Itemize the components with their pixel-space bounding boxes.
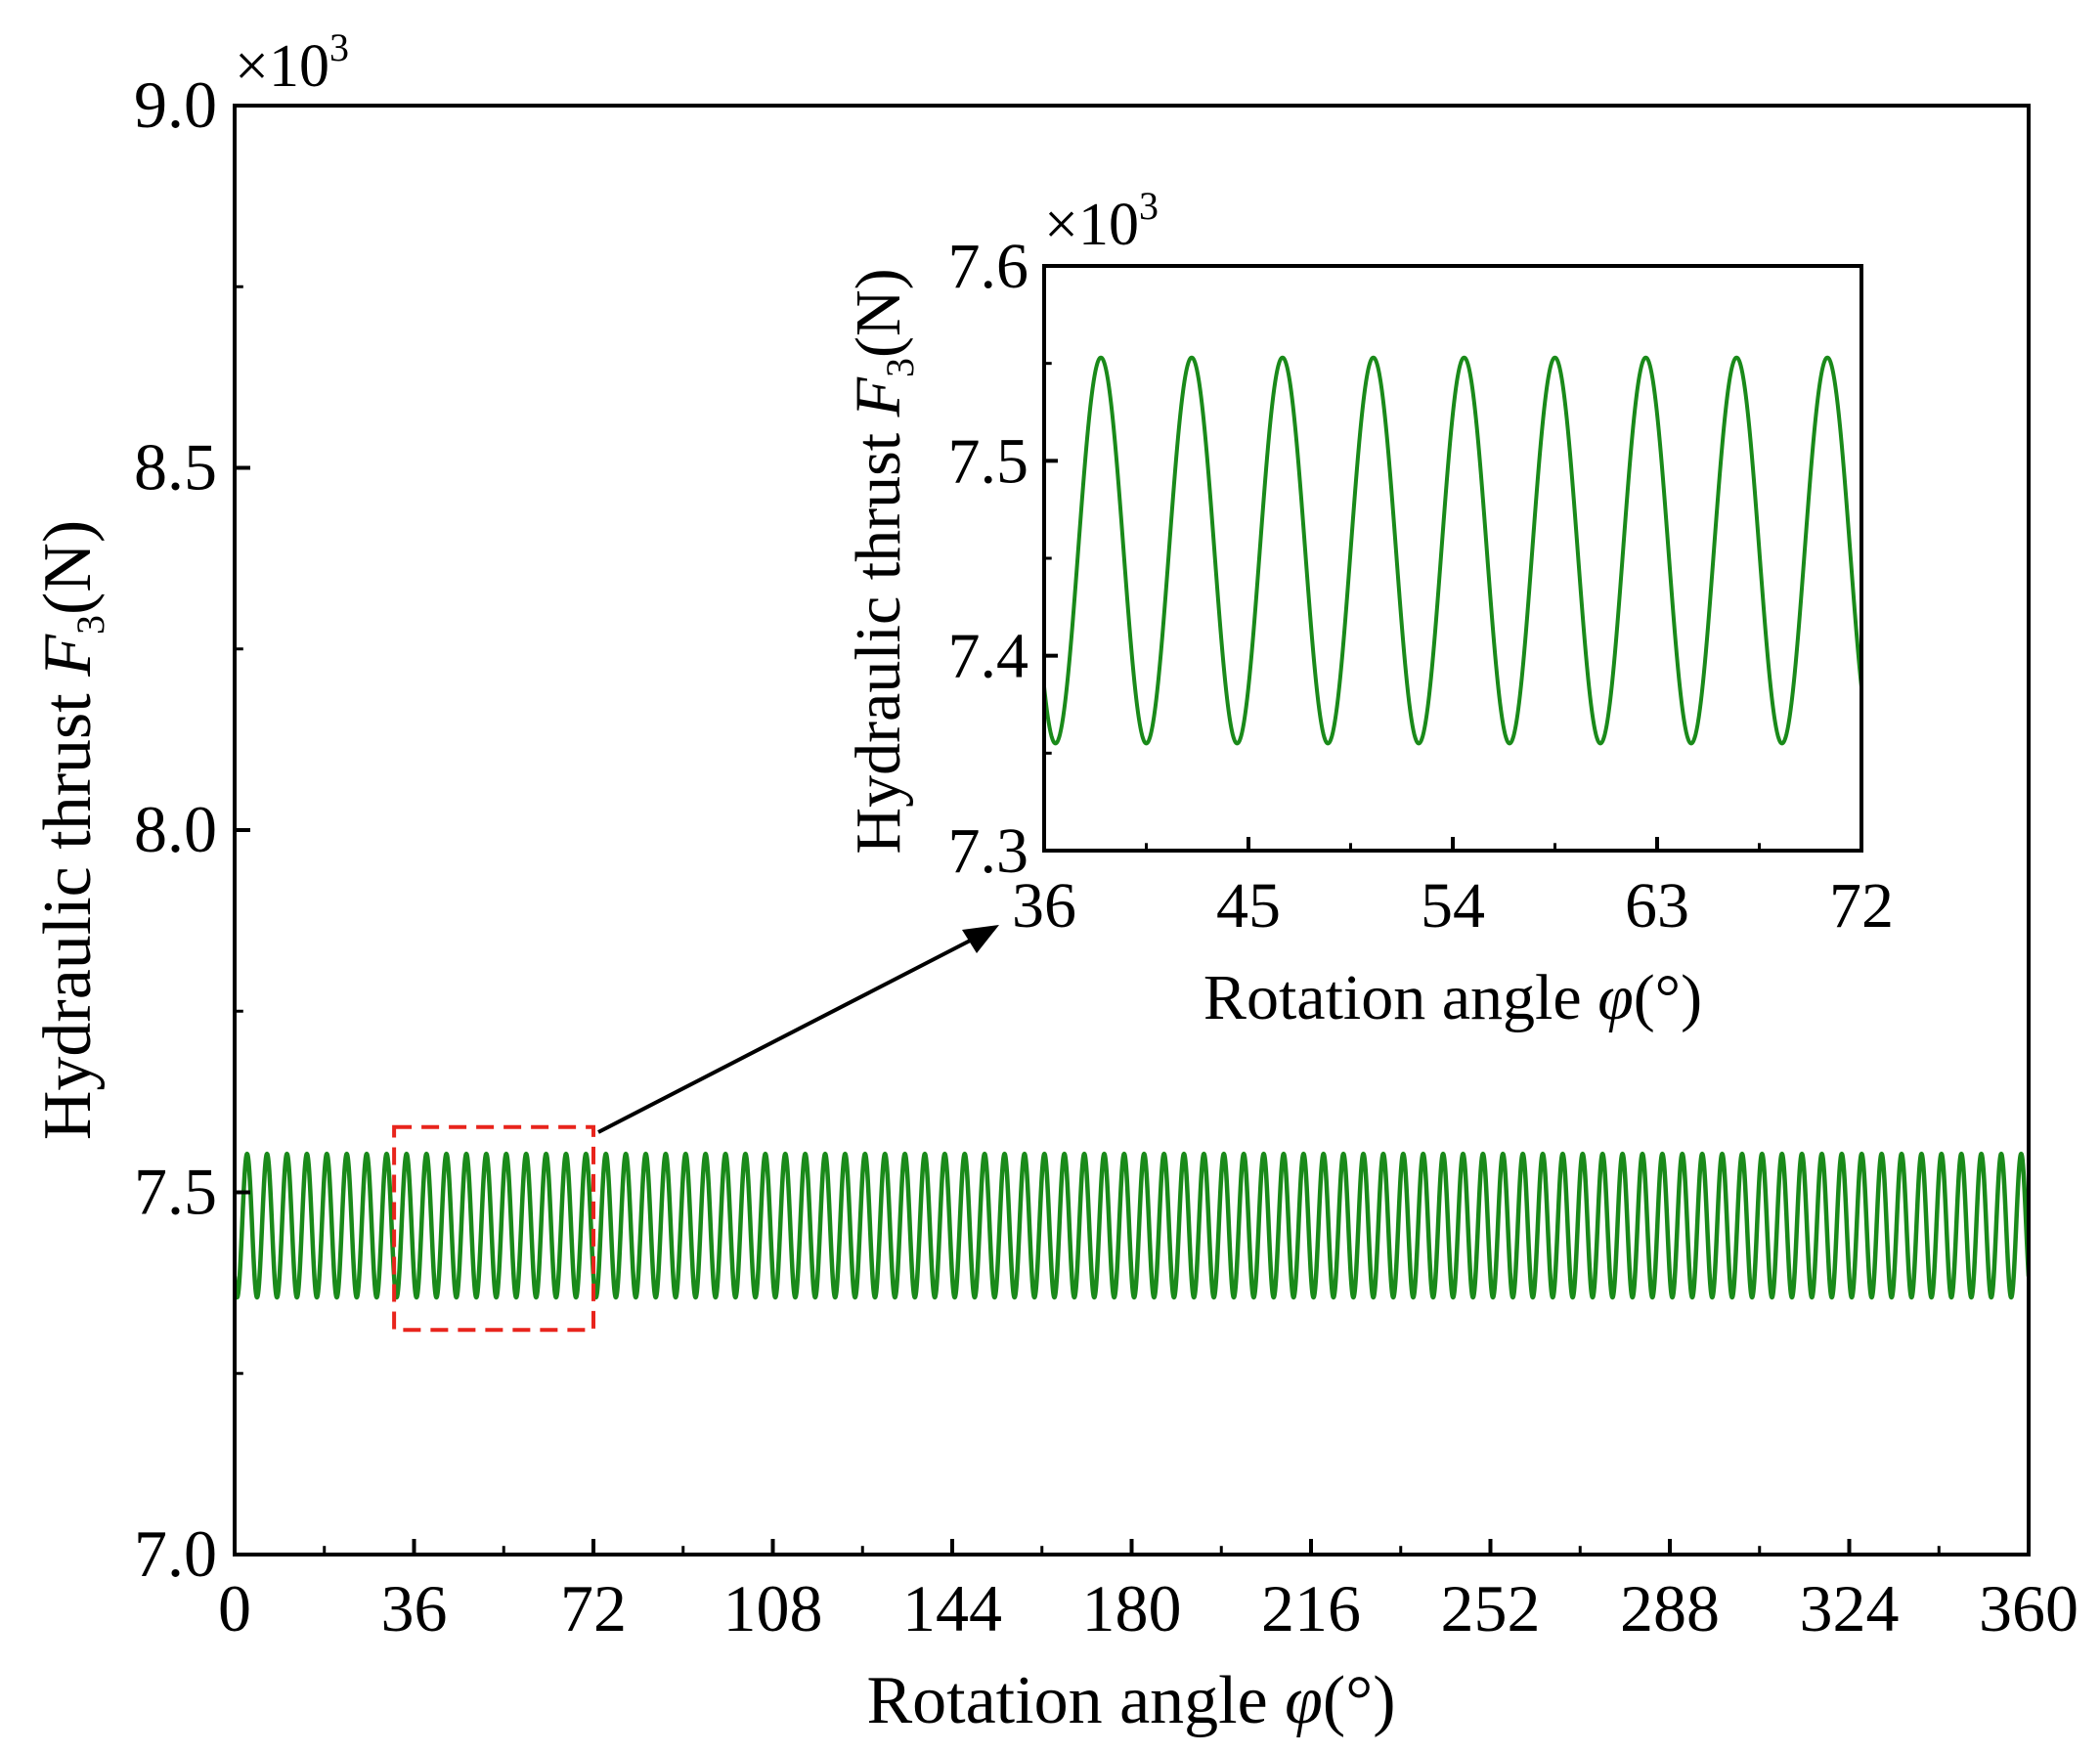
main-x-tick-label: 216	[1261, 1571, 1361, 1645]
main-x-tick-label: 0	[218, 1571, 251, 1645]
main-x-tick-label: 360	[1979, 1571, 2078, 1645]
main-y-axis-title: Hydraulic thrust F3(N)	[30, 520, 112, 1140]
main-x-tick-label: 180	[1082, 1571, 1182, 1645]
main-series-layer	[235, 1151, 2029, 1300]
inset-y-ticks: 7.3 7.4 7.5 7.6	[948, 231, 1058, 887]
main-y-tick-label: 8.5	[134, 430, 217, 504]
main-x-axis-title: Rotation angle φ(°)	[866, 1663, 1395, 1738]
main-y-tick-label: 8.0	[134, 792, 217, 866]
inset-x-ticks: 36 45 54 63 72	[1012, 837, 1894, 942]
inset-x-tick-label: 63	[1625, 870, 1689, 942]
main-x-tick-label: 324	[1800, 1571, 1900, 1645]
inset-y-tick-label: 7.6	[948, 231, 1029, 302]
main-y-multiplier: ×103	[235, 25, 349, 100]
inset-x-tick-label: 36	[1012, 870, 1076, 942]
inset-series-layer	[1044, 355, 1861, 746]
main-x-tick-label: 108	[723, 1571, 823, 1645]
inset-series-line-F3	[1044, 355, 1861, 746]
main-x-tick-label: 252	[1441, 1571, 1541, 1645]
inset-x-axis-title: Rotation angle φ(°)	[1203, 962, 1702, 1033]
inset-y-tick-label: 7.3	[948, 815, 1029, 887]
main-y-tick-label: 9.0	[134, 67, 217, 142]
zoom-box	[392, 1124, 595, 1333]
main-y-tick-label: 7.0	[134, 1516, 217, 1591]
main-x-tick-label: 36	[381, 1571, 448, 1645]
main-chart: 0 36 72 108 144 180 216 252 288 324 360 7.0 7.5 8.0 8…	[30, 25, 2078, 1738]
inset-y-multiplier: ×103	[1044, 184, 1159, 258]
main-x-tick-label: 288	[1620, 1571, 1720, 1645]
zoom-box-layer	[392, 1124, 595, 1333]
main-x-ticks: 0 36 72 108 144 180 216 252 288 324 360	[218, 1539, 2078, 1645]
main-y-ticks: 7.0 7.5 8.0 8.5 9.0	[134, 67, 250, 1591]
main-x-tick-label: 144	[902, 1571, 1002, 1645]
inset-y-tick-label: 7.4	[948, 621, 1029, 692]
inset-background	[1044, 266, 1861, 851]
main-series-line-F3	[235, 1151, 2029, 1300]
main-y-tick-label: 7.5	[134, 1155, 217, 1229]
inset-y-axis-title: Hydraulic thrust F3(N)	[843, 268, 922, 854]
inset-x-tick-label: 45	[1216, 870, 1281, 942]
zoom-arrow	[597, 925, 999, 1134]
inset-chart: 36 45 54 63 72 7.3 7.4 7.5 7.6 ×103 Rotation an…	[843, 184, 1894, 1033]
main-x-tick-label: 72	[560, 1571, 627, 1645]
inset-x-tick-label: 72	[1829, 870, 1894, 942]
inset-x-tick-label: 54	[1421, 870, 1485, 942]
inset-y-tick-label: 7.5	[948, 425, 1029, 497]
